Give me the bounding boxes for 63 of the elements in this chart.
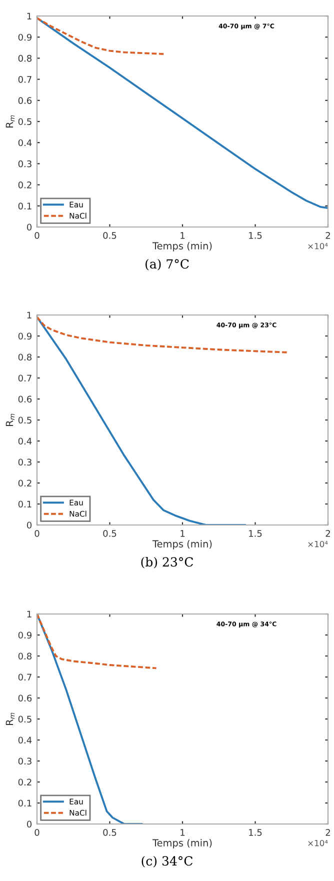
x-tick-label: 0.5: [103, 530, 116, 537]
x-axis-title: Temps (min): [152, 838, 212, 848]
x-axis-title: Temps (min): [152, 242, 212, 252]
x-tick-label: 1.5: [249, 530, 262, 537]
text: ×10⁴: [308, 242, 328, 250]
x-tick-label: 2: [326, 829, 330, 836]
y-tick-label: 0.8: [18, 54, 32, 62]
x-tick-label: 0.5: [103, 829, 116, 836]
y-tick-label: 0.9: [18, 332, 32, 340]
text: (a) 7°C: [146, 258, 189, 270]
text: (c) 34°C: [142, 856, 192, 868]
x-tick-label: 0: [34, 530, 40, 537]
y-tick-label: 0.9: [18, 34, 32, 41]
x-tick-label: 0: [34, 829, 40, 836]
y-tick-label: 0.9: [18, 632, 32, 639]
y-tick-label: 0.7: [18, 374, 32, 382]
y-tick-label: 0.5: [18, 716, 32, 723]
text: (b) 23°C: [141, 556, 193, 568]
y-tick-label: 0.6: [18, 97, 32, 104]
line-series: [37, 614, 158, 670]
y-tick-label: 0.4: [18, 139, 32, 146]
y-tick-label: 0.3: [18, 758, 32, 765]
text: ×10⁴: [308, 840, 328, 846]
y-tick-label: 0.6: [18, 694, 32, 702]
y-tick-label: 0: [26, 820, 32, 828]
y-tick-label: 0.7: [18, 674, 32, 681]
y-tick-label: 0.8: [18, 652, 32, 660]
y-axis-title: R$_{m}$: [6, 414, 15, 426]
y-tick-label: 0.3: [18, 458, 32, 466]
y-tick-label: 1: [27, 610, 32, 618]
y-tick-label: 0: [26, 224, 32, 231]
x-tick-label: 0: [34, 232, 40, 239]
x-tick-label: 0.5: [103, 232, 116, 239]
y-tick-label: 0.7: [18, 76, 32, 83]
x-axis-title: Temps (min): [152, 540, 212, 550]
y-tick-label: 0.3: [18, 160, 32, 168]
y-axis-title: R$_{m}$: [6, 115, 15, 128]
y-axis-title: R$_{m}$: [6, 712, 15, 725]
text: ×10⁴: [308, 540, 328, 548]
y-tick-label: 0.5: [18, 118, 32, 126]
y-tick-label: 0: [26, 522, 32, 529]
y-tick-label: 0.8: [18, 354, 32, 361]
x-tick-label: 2: [326, 232, 330, 239]
y-tick-label: 0.1: [18, 500, 32, 508]
y-tick-label: 0.2: [18, 778, 32, 786]
x-tick-label: 2: [326, 530, 330, 537]
y-tick-label: 0.2: [18, 480, 32, 487]
x-tick-label: 1: [180, 530, 185, 537]
y-tick-label: 1: [27, 312, 32, 318]
y-tick-label: 0.5: [18, 416, 32, 424]
x-tick-label: 1: [180, 829, 185, 836]
x-tick-label: 1.5: [249, 232, 262, 239]
y-tick-label: 0.1: [18, 202, 32, 210]
line-series: [37, 17, 165, 55]
y-tick-label: 0.1: [18, 800, 32, 807]
y-tick-label: 0.6: [18, 396, 32, 403]
y-tick-label: 0.4: [18, 736, 32, 744]
y-tick-label: 0.4: [18, 438, 32, 445]
x-tick-label: 1: [180, 232, 185, 239]
y-tick-label: 1: [27, 12, 32, 20]
x-tick-label: 1.5: [249, 829, 262, 836]
y-tick-label: 0.2: [18, 182, 32, 188]
line-series: [37, 316, 288, 354]
